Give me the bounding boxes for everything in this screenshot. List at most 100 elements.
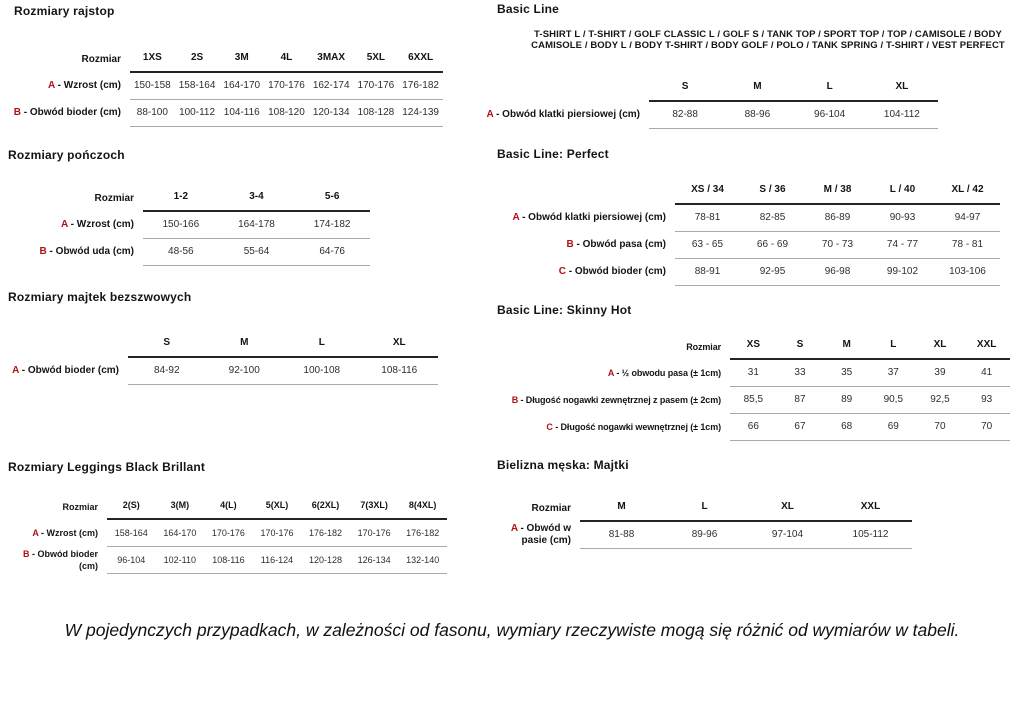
measurement-letter: B — [511, 395, 519, 405]
measurement-value: 88-91 — [675, 258, 740, 286]
measurement-value: 70 — [963, 413, 1010, 441]
size-column-header: XXL — [963, 334, 1010, 360]
measurement-letter: B — [13, 107, 21, 118]
measurement-value: 48-56 — [143, 238, 219, 266]
size-column-header: XL — [360, 332, 438, 358]
size-column-header: 5-6 — [294, 186, 370, 212]
measurement-row: B - Długość nogawki zewnętrznej z pasem … — [490, 386, 1010, 414]
size-column-header: S — [649, 76, 722, 102]
size-header-row: Rozmiar M L XL XXL — [494, 496, 912, 522]
measurement-value: 176-182 — [398, 519, 447, 547]
measurement-value: 124-139 — [398, 99, 443, 127]
measurement-label: A - Obwód w pasie (cm) — [510, 522, 571, 546]
measurement-letter: A — [486, 108, 494, 120]
measurement-value: 66 - 69 — [740, 231, 805, 259]
measurement-letter: C — [558, 266, 566, 277]
measurement-label: A - Obwód bioder (cm) — [12, 364, 119, 376]
size-header-corner — [8, 332, 128, 357]
measurement-value: 90,5 — [869, 386, 917, 414]
measurement-letter: A — [512, 211, 520, 223]
measurement-row: A - Obwód bioder (cm) 84-92 92-100 100-108 1… — [8, 357, 438, 385]
measurement-value: 87 — [776, 386, 824, 414]
size-column-header: 3(M) — [155, 494, 205, 520]
measurement-value: 170-176 — [204, 519, 253, 547]
size-column-header: M — [205, 332, 283, 358]
section-title-ponczochy: Rozmiary pończoch — [8, 148, 125, 162]
measurement-value: 68 — [823, 413, 870, 441]
size-table-basic-line: S M L XL A - Obwód klatki piersiowej (cm) 82-… — [463, 76, 938, 129]
size-header-corner: Rozmiar — [94, 192, 134, 204]
measurement-value: 176-182 — [301, 519, 350, 547]
measurement-row: A - Wzrost (cm) 150-158 158-164 164-170 170-… — [2, 72, 443, 100]
measurement-label: C - Długość nogawki wewnętrznej (± 1cm) — [546, 422, 721, 432]
size-header-corner: Rozmiar — [531, 502, 571, 514]
measurement-value: 55-64 — [218, 238, 295, 266]
measurement-letter: B — [23, 549, 30, 559]
size-column-header: 6(2XL) — [301, 494, 350, 520]
measurement-row: B - Obwód bioder (cm) 96-104 102-110 108-11… — [7, 546, 447, 574]
size-table-rajstop: Rozmiar 1XS 2S 3M 4L 3MAX 5XL 6XXL A - Wzrost (c… — [2, 47, 443, 127]
section-leggings: Rozmiary Leggings Black Brillant Rozmiar… — [8, 460, 447, 574]
measurement-value: 84-92 — [128, 357, 206, 385]
size-table-majtki-meskie: Rozmiar M L XL XXL A - Obwód w pasie (cm) 81-8… — [494, 496, 912, 549]
size-header-row: Rozmiar 1-2 3-4 5-6 — [9, 186, 370, 212]
measurement-value: 170-176 — [252, 519, 302, 547]
measurement-value: 176-182 — [398, 72, 443, 100]
section-title-leggings: Rozmiary Leggings Black Brillant — [8, 460, 206, 474]
measurement-value: 116-124 — [252, 546, 302, 574]
measurement-value: 164-170 — [219, 72, 265, 100]
measurement-value: 78-81 — [675, 204, 740, 232]
size-column-header: XL — [916, 334, 964, 360]
size-column-header: XL / 42 — [935, 179, 1000, 205]
size-column-header: L / 40 — [870, 179, 935, 205]
section-title-majtki-meskie: Bielizna męska: Majtki — [497, 458, 629, 472]
measurement-value: 93 — [963, 386, 1010, 414]
measurement-row: B - Obwód uda (cm) 48-56 55-64 64-76 — [9, 238, 370, 266]
measurement-letter: A — [607, 367, 614, 378]
measurement-value: 78 - 81 — [935, 231, 1000, 259]
section-basic-line-perfect: Basic Line: Perfect XS / 34 S / 36 M / 38 L… — [497, 147, 1000, 286]
size-column-header: L — [663, 496, 746, 522]
measurement-value: 63 - 65 — [675, 231, 740, 259]
section-title-perfect: Basic Line: Perfect — [497, 147, 609, 161]
size-header-corner: Rozmiar — [686, 341, 721, 352]
measurement-value: 164-170 — [155, 519, 205, 547]
measurement-value: 126-134 — [349, 546, 399, 574]
size-header-corner — [489, 179, 675, 204]
measurement-label: A - Obwód klatki piersiowej (cm) — [512, 211, 666, 223]
measurement-value: 82-85 — [740, 204, 805, 232]
size-column-header: 5(XL) — [252, 494, 302, 520]
size-header-row: S M L XL — [463, 76, 938, 102]
size-header-corner: Rozmiar — [62, 501, 98, 512]
measurement-value: 69 — [869, 413, 917, 441]
measurement-letter: B — [39, 246, 47, 257]
measurement-row: A - Obwód w pasie (cm) 81-88 89-96 97-104 10… — [494, 521, 912, 549]
measurement-row: B - Obwód pasa (cm) 63 - 65 66 - 69 70 - 73… — [489, 231, 1000, 259]
measurement-value: 94-97 — [935, 204, 1000, 232]
size-column-header: S / 36 — [740, 179, 805, 205]
size-column-header: XXL — [829, 496, 912, 522]
size-table-majtki-bezszwowe: S M L XL A - Obwód bioder (cm) 84-92 92-100 100… — [8, 332, 438, 385]
measurement-value: 96-98 — [805, 258, 870, 286]
measurement-value: 120-128 — [301, 546, 350, 574]
size-column-header: 3M — [219, 47, 265, 73]
size-column-header: 6XXL — [398, 47, 443, 73]
measurement-value: 103-106 — [935, 258, 1000, 286]
measurement-label: A - Wzrost (cm) — [48, 79, 121, 91]
measurement-value: 170-176 — [353, 72, 399, 100]
measurement-row: C - Długość nogawki wewnętrznej (± 1cm) 6… — [490, 413, 1010, 441]
section-basic-line-skinny-hot: Basic Line: Skinny Hot Rozmiar XS S M L XL XXL… — [497, 303, 1010, 441]
section-rozmiary-ponczoch: Rozmiary pończoch Rozmiar 1-2 3-4 5-6 A - Wz… — [8, 148, 370, 266]
size-column-header: 8(4XL) — [398, 494, 447, 520]
section-basic-line: Basic Line T-SHIRT L / T-SHIRT / GOLF CL… — [486, 2, 1023, 129]
measurement-value: 88-96 — [721, 101, 794, 129]
section-rozmiary-rajstop: Rozmiary rajstop Rozmiar 1XS 2S 3M 4L 3MAX 5XL… — [8, 4, 443, 127]
measurement-label: B - Obwód pasa (cm) — [566, 239, 666, 250]
measurement-value: 170-176 — [349, 519, 399, 547]
measurement-value: 100-112 — [174, 99, 220, 127]
size-table-ponczochy: Rozmiar 1-2 3-4 5-6 A - Wzrost (cm) 150-166 16… — [9, 186, 370, 266]
measurement-letter: A — [12, 364, 19, 376]
size-header-row: Rozmiar XS S M L XL XXL — [490, 334, 1010, 360]
section-title-majtki-bezszwowe: Rozmiary majtek bezszwowych — [8, 290, 192, 304]
measurement-value: 162-174 — [308, 72, 354, 100]
